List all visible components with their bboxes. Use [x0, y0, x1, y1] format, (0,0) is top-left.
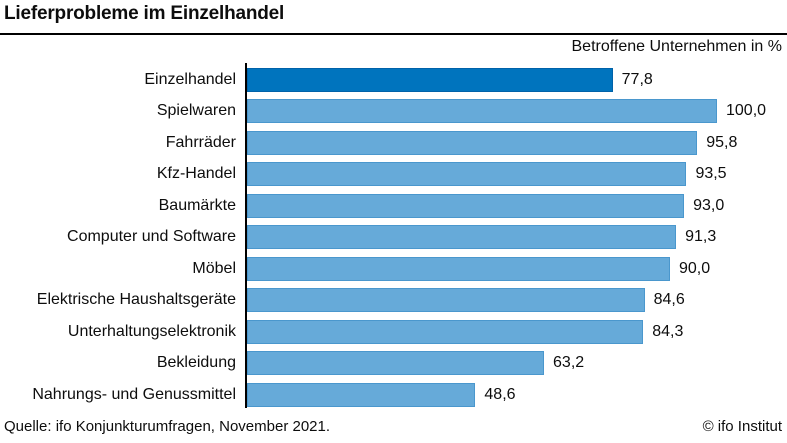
- category-label: Computer und Software: [67, 228, 236, 246]
- bar: [247, 351, 545, 376]
- value-label: 93,0: [693, 196, 725, 214]
- value-label: 84,6: [653, 291, 685, 309]
- bar: [247, 162, 687, 187]
- title-rule: [0, 33, 787, 35]
- chart-row: Unterhaltungselektronik 84,3: [0, 316, 787, 348]
- bar: [247, 319, 644, 344]
- chart-row: Möbel 90,0: [0, 253, 787, 285]
- bar: [247, 256, 670, 281]
- chart-row: Elektrische Haushaltsgeräte 84,6: [0, 285, 787, 317]
- category-label: Elektrische Haushaltsgeräte: [36, 291, 236, 309]
- y-axis-line: [245, 63, 247, 408]
- chart-row: Einzelhandel 77,8: [0, 64, 787, 96]
- value-label: 84,3: [652, 322, 684, 340]
- page-title: Lieferprobleme im Einzelhandel: [4, 3, 285, 24]
- chart-row: Bekleidung 63,2: [0, 348, 787, 380]
- bar: [247, 193, 685, 218]
- value-label: 77,8: [621, 70, 653, 88]
- value-label: 48,6: [484, 385, 516, 403]
- category-label: Möbel: [192, 259, 236, 277]
- bar: [247, 67, 613, 92]
- bar: [247, 130, 698, 155]
- chart-row: Baumärkte 93,0: [0, 190, 787, 222]
- source-note: Quelle: ifo Konjunkturumfragen, November…: [4, 418, 331, 435]
- chart-subtitle: Betroffene Unternehmen in %: [571, 38, 783, 55]
- bar: [247, 99, 717, 124]
- chart-row: Kfz-Handel 93,5: [0, 159, 787, 191]
- category-label: Bekleidung: [156, 354, 236, 372]
- value-label: 100,0: [726, 102, 767, 120]
- value-label: 91,3: [685, 228, 717, 246]
- category-label: Einzelhandel: [144, 70, 236, 88]
- value-label: 95,8: [706, 133, 738, 151]
- bar: [247, 382, 476, 407]
- value-label: 93,5: [695, 165, 727, 183]
- value-label: 90,0: [679, 259, 711, 277]
- chart-row: Fahrräder 95,8: [0, 127, 787, 159]
- bar-chart: Einzelhandel 77,8 Spielwaren 100,0 Fahrr…: [0, 64, 787, 411]
- category-label: Fahrräder: [165, 133, 236, 151]
- category-label: Unterhaltungselektronik: [67, 322, 236, 340]
- category-label: Spielwaren: [156, 102, 236, 120]
- copyright-note: © ifo Institut: [702, 418, 782, 435]
- category-label: Kfz-Handel: [156, 165, 236, 183]
- bar: [247, 225, 677, 250]
- value-label: 63,2: [553, 354, 585, 372]
- chart-row: Nahrungs- und Genussmittel 48,6: [0, 379, 787, 411]
- bar: [247, 288, 645, 313]
- chart-row: Spielwaren 100,0: [0, 96, 787, 128]
- chart-row: Computer und Software 91,3: [0, 222, 787, 254]
- category-label: Nahrungs- und Genussmittel: [32, 385, 236, 403]
- category-label: Baumärkte: [158, 196, 236, 214]
